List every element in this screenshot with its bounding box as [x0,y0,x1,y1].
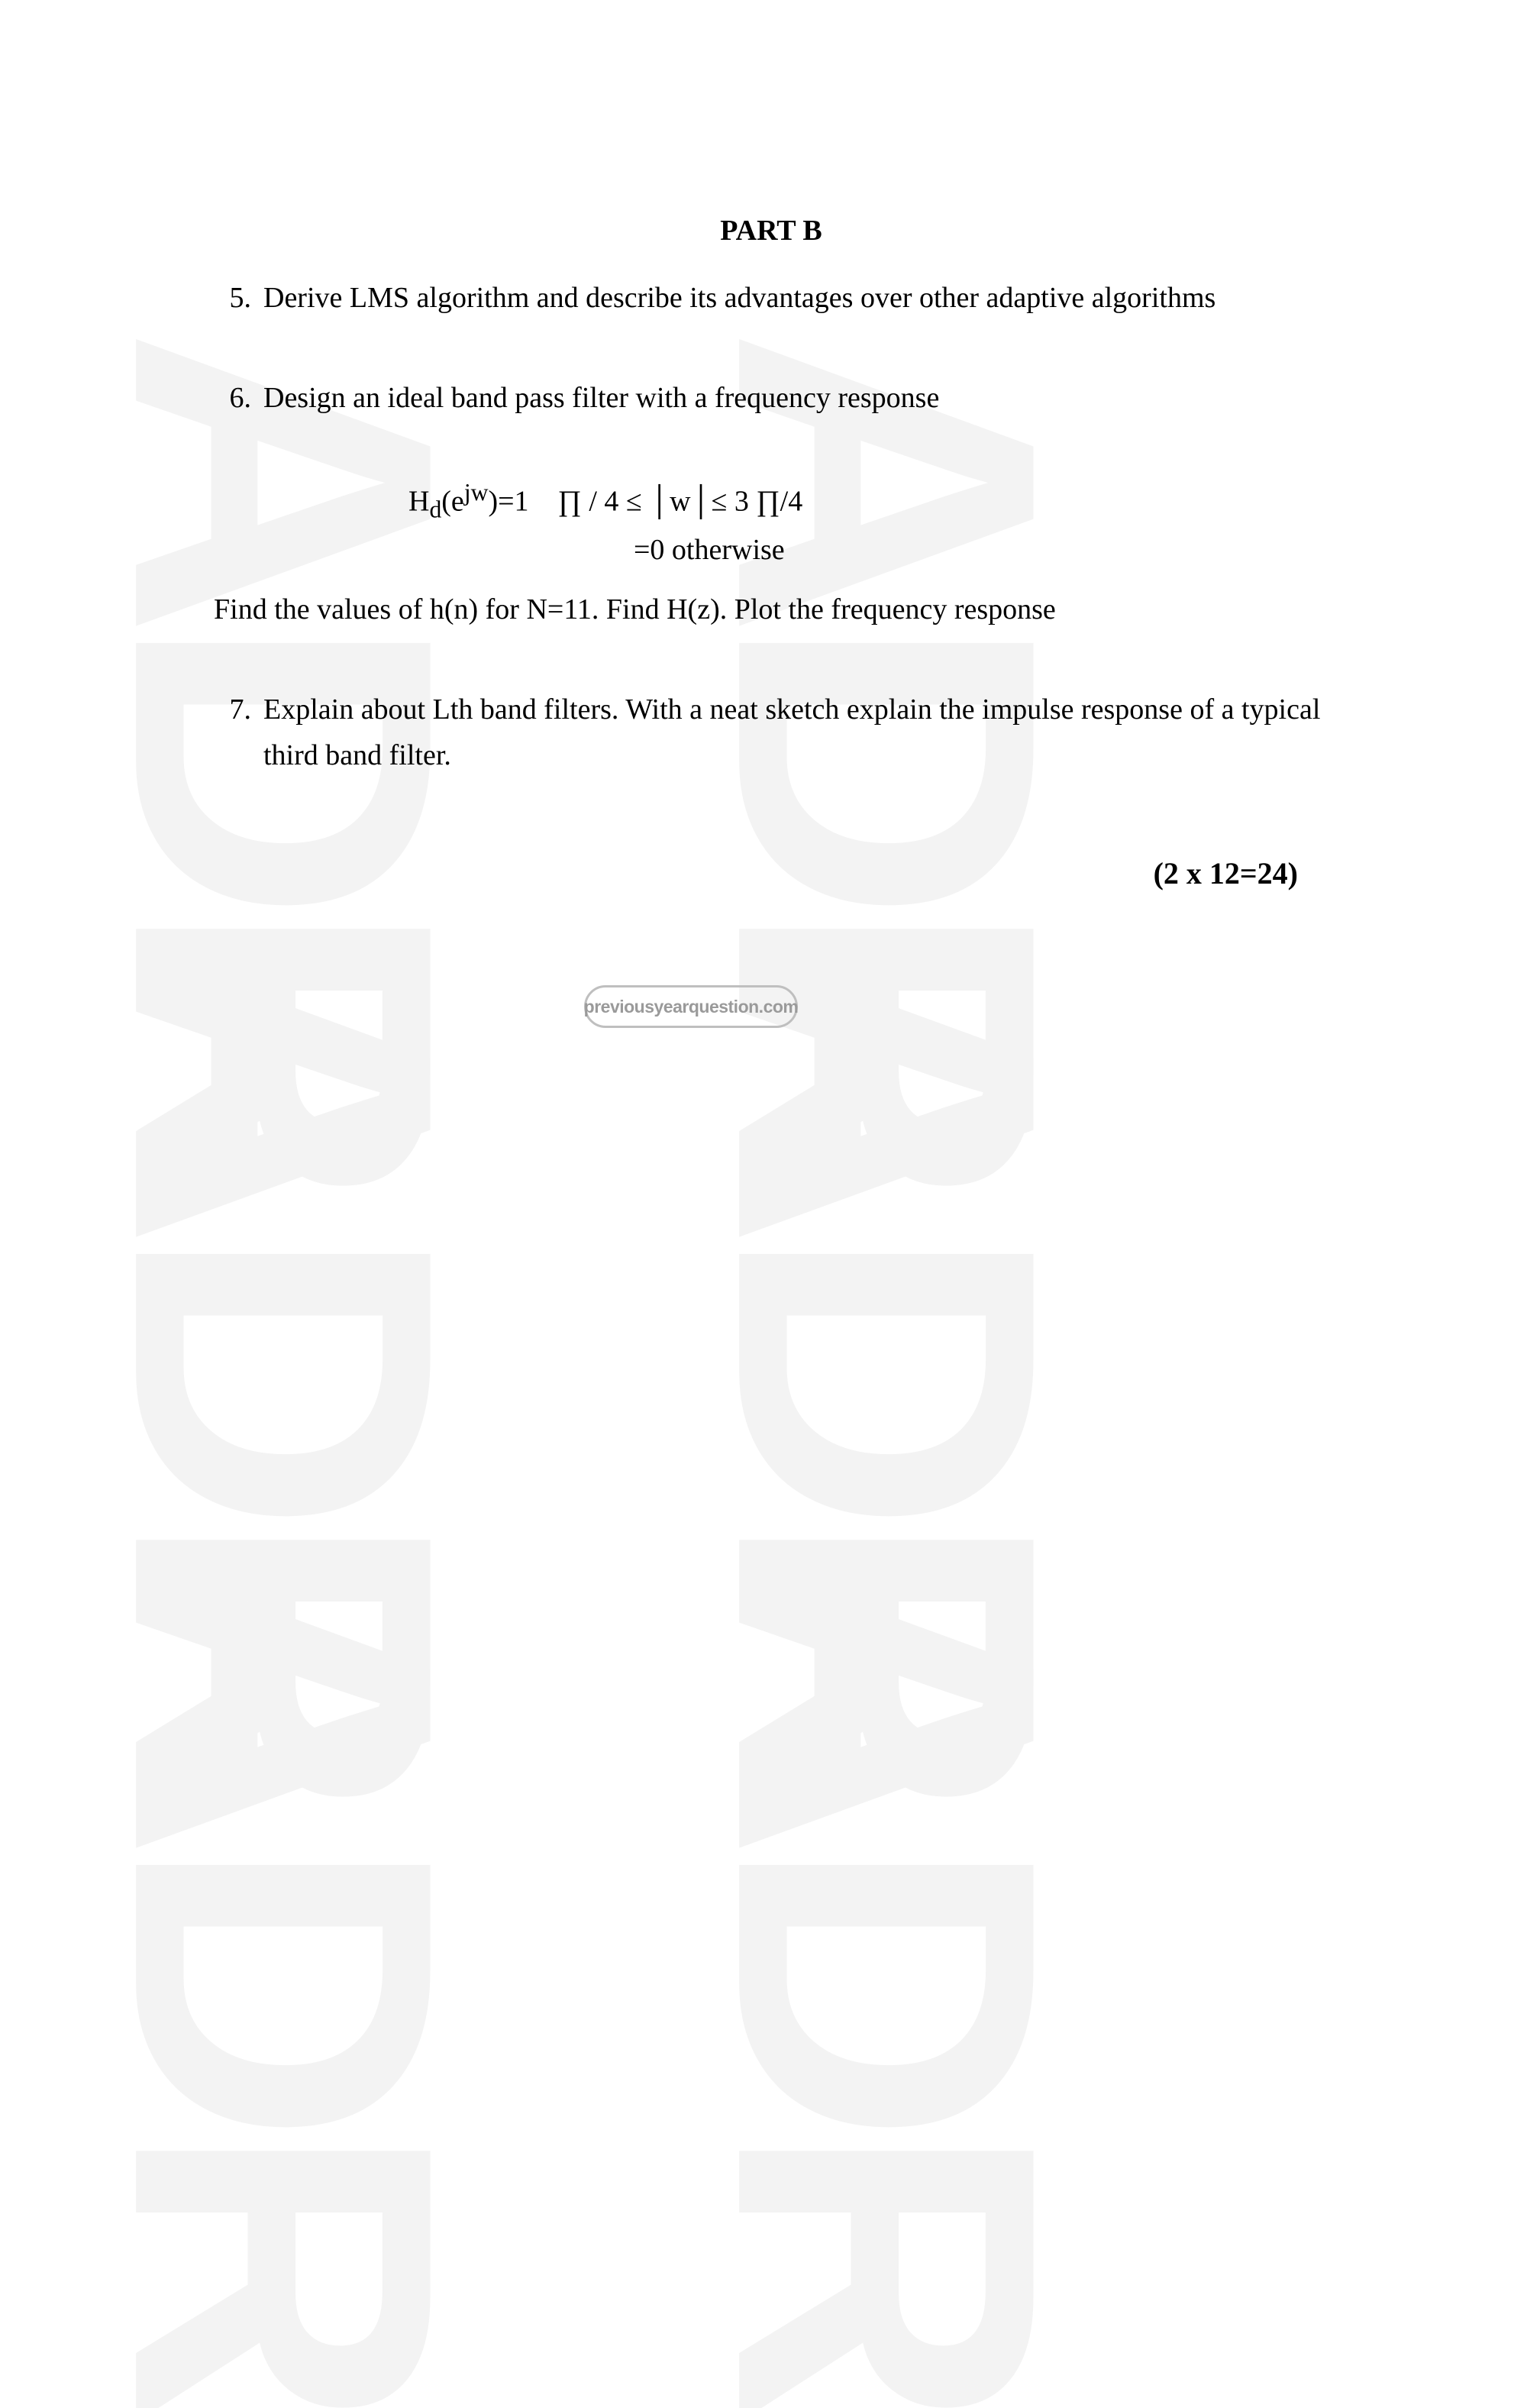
question-body: Derive LMS algorithm and describe its ad… [263,275,1328,322]
equation-line-1: Hd(ejw)=1 ∏ / 4 ≤ │w│≤ 3 ∏/4 [408,474,1328,528]
question-7: 7. Explain about Lth band filters. With … [214,687,1328,780]
question-number: 5. [214,275,263,322]
question-6: 6. Design an ideal band pass filter with… [214,375,1328,687]
part-title: PART B [214,214,1328,247]
equation-line-2: =0 otherwise [634,528,1328,573]
question-number: 7. [214,687,263,780]
marks-total: (2 x 12=24) [214,855,1328,891]
question-5: 5. Derive LMS algorithm and describe its… [214,275,1328,322]
question-body: Design an ideal band pass filter with a … [263,375,1328,687]
question-body: Explain about Lth band filters. With a n… [263,687,1328,780]
equation-block: Hd(ejw)=1 ∏ / 4 ≤ │w│≤ 3 ∏/4 =0 otherwis… [408,474,1328,573]
source-watermark-badge: previousyearquestion.com [584,985,798,1028]
question-6-followup: Find the values of h(n) for N=11. Find H… [214,587,1328,633]
question-number: 6. [214,375,263,687]
page-content: PART B 5. Derive LMS algorithm and descr… [0,0,1527,2160]
question-6-intro: Design an ideal band pass filter with a … [263,375,1328,422]
